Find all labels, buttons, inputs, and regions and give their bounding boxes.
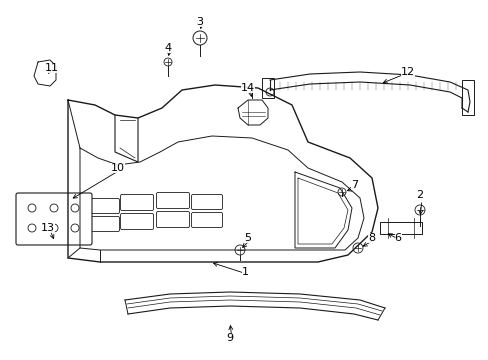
Text: 10: 10 (111, 163, 125, 173)
Text: 9: 9 (226, 333, 233, 343)
Text: 6: 6 (394, 233, 401, 243)
Text: 12: 12 (400, 67, 414, 77)
Text: 4: 4 (164, 43, 171, 53)
Bar (461, 80, 473, 115)
Text: 13: 13 (41, 223, 55, 233)
Bar (379, 222, 421, 234)
Bar (262, 78, 273, 98)
Text: 5: 5 (244, 233, 251, 243)
Text: 11: 11 (45, 63, 59, 73)
Text: 1: 1 (241, 267, 248, 277)
Bar (63, 195, 73, 210)
Text: 8: 8 (367, 233, 375, 243)
Text: 7: 7 (351, 180, 358, 190)
Text: 14: 14 (241, 83, 255, 93)
Text: 3: 3 (196, 17, 203, 27)
Text: 2: 2 (416, 190, 423, 200)
FancyBboxPatch shape (16, 193, 92, 245)
